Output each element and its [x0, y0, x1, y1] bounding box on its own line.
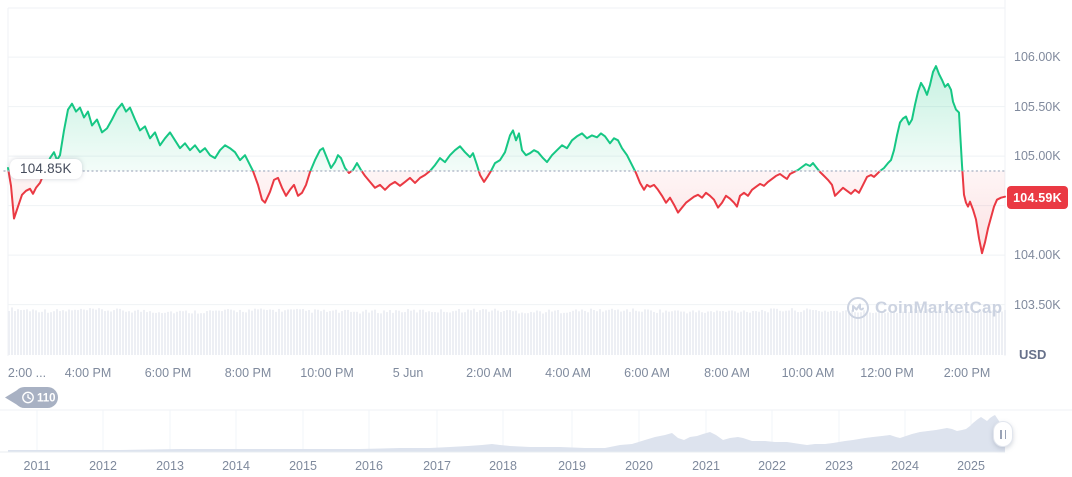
navigator-year-label[interactable]: 2019 — [558, 459, 586, 473]
navigator-year-label[interactable]: 2024 — [891, 459, 919, 473]
navigator-year-label[interactable]: 2015 — [289, 459, 317, 473]
navigator-year-label[interactable]: 2020 — [625, 459, 653, 473]
x-axis-label: 6:00 AM — [624, 366, 670, 380]
history-count-badge[interactable]: 110 — [4, 385, 60, 410]
navigator-year-label[interactable]: 2014 — [222, 459, 250, 473]
navigator-year-label[interactable]: 2018 — [489, 459, 517, 473]
navigator-year-label[interactable]: 2025 — [957, 459, 985, 473]
navigator-year-label[interactable]: 2013 — [156, 459, 184, 473]
price-chart-plot[interactable] — [0, 0, 1072, 360]
navigator-right-handle[interactable] — [993, 421, 1013, 447]
navigator-year-label[interactable]: 2016 — [355, 459, 383, 473]
navigator-year-label[interactable]: 2012 — [89, 459, 117, 473]
area-above-baseline — [8, 66, 1005, 171]
y-axis-label: 106.00K — [1014, 50, 1061, 65]
navigator-year-label[interactable]: 2023 — [825, 459, 853, 473]
navigator-year-label[interactable]: 2022 — [758, 459, 786, 473]
x-axis-label: 12:00 PM — [860, 366, 914, 380]
x-axis-label: 6:00 PM — [144, 366, 192, 380]
x-axis-label: 4:00 PM — [64, 366, 112, 380]
y-axis-label: 105.50K — [1014, 99, 1061, 114]
navigator-year-label[interactable]: 2017 — [423, 459, 451, 473]
x-axis-label: 5 Jun — [392, 366, 424, 380]
x-axis-label: 8:00 PM — [224, 366, 272, 380]
y-axis-unit-label: USD — [1019, 347, 1047, 362]
y-axis-label: 105.00K — [1014, 149, 1061, 164]
x-axis-label: 10:00 AM — [781, 366, 835, 380]
volume-bars — [8, 307, 1006, 355]
y-axis-label: 103.50K — [1014, 297, 1061, 312]
x-axis-label: 8:00 AM — [704, 366, 750, 380]
navigator-preview-area — [8, 415, 1005, 452]
x-axis-label: 2:00 ... — [7, 366, 47, 380]
current-price-badge: 104.59K — [1007, 186, 1068, 209]
x-axis-label: 4:00 AM — [545, 366, 591, 380]
navigator-year-label[interactable]: 2011 — [23, 459, 51, 473]
y-axis-label: 104.00K — [1014, 248, 1061, 263]
range-navigator[interactable] — [0, 406, 1072, 456]
x-axis-label: 2:00 AM — [466, 366, 512, 380]
x-axis-label: 10:00 PM — [300, 366, 354, 380]
x-axis-label: 2:00 PM — [943, 366, 991, 380]
navigator-year-label[interactable]: 2021 — [692, 459, 720, 473]
history-count-text: 110 — [37, 393, 56, 405]
price-line-up — [7, 65, 964, 171]
baseline-price-label: 104.85K — [10, 159, 82, 179]
history-clock-icon — [22, 391, 34, 404]
